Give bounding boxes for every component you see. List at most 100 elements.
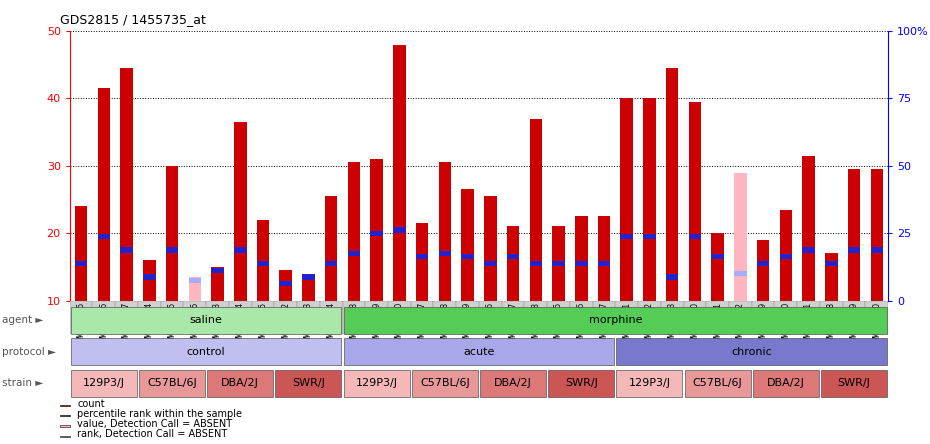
Bar (388, 301, 411, 334)
Text: 129P3/J: 129P3/J (83, 378, 125, 388)
Bar (393, 227, 405, 233)
Text: GSM187981: GSM187981 (713, 301, 723, 348)
Text: saline: saline (190, 315, 222, 325)
Text: GSM187984: GSM187984 (235, 301, 245, 348)
Text: 129P3/J: 129P3/J (629, 378, 671, 388)
Bar (189, 277, 201, 301)
Bar (688, 234, 701, 239)
Bar (711, 254, 724, 259)
Bar (320, 301, 342, 334)
Bar (552, 226, 565, 301)
Text: GSM188000: GSM188000 (872, 301, 882, 348)
Bar (143, 274, 155, 280)
FancyBboxPatch shape (549, 369, 614, 397)
Bar (575, 216, 588, 301)
Bar (803, 247, 815, 253)
Bar (279, 281, 292, 286)
FancyBboxPatch shape (344, 306, 887, 334)
Bar (211, 267, 224, 301)
Bar (616, 301, 638, 334)
Bar (644, 234, 656, 239)
Text: GSM187975: GSM187975 (167, 301, 177, 348)
Text: GSM187976: GSM187976 (191, 301, 199, 348)
Bar (484, 261, 497, 266)
Bar (620, 234, 633, 239)
Bar (644, 99, 656, 301)
FancyBboxPatch shape (275, 369, 341, 397)
Text: GSM187991: GSM187991 (804, 301, 813, 348)
Bar (74, 261, 87, 266)
Text: C57BL/6J: C57BL/6J (693, 378, 742, 388)
Bar (439, 251, 451, 256)
Text: GSM187973: GSM187973 (668, 301, 677, 348)
Bar (547, 301, 570, 334)
Bar (70, 301, 92, 334)
Bar (688, 102, 701, 301)
Text: DBA/2J: DBA/2J (767, 378, 804, 388)
Bar (461, 254, 473, 259)
Bar (138, 301, 161, 334)
FancyBboxPatch shape (617, 338, 887, 365)
FancyBboxPatch shape (412, 369, 478, 397)
Bar (120, 68, 133, 301)
Bar (751, 301, 775, 334)
Bar (797, 301, 820, 334)
Bar (348, 251, 360, 256)
Bar (779, 254, 792, 259)
Bar (257, 261, 269, 266)
Text: GSM187990: GSM187990 (781, 301, 790, 348)
Text: GSM187978: GSM187978 (440, 301, 449, 348)
Bar (638, 301, 661, 334)
Bar (870, 169, 883, 301)
Bar (575, 261, 588, 266)
Text: protocol ►: protocol ► (2, 347, 56, 357)
Bar (529, 261, 542, 266)
Text: C57BL/6J: C57BL/6J (147, 378, 197, 388)
Text: GSM187993: GSM187993 (304, 301, 313, 348)
FancyBboxPatch shape (71, 369, 137, 397)
Text: GSM187999: GSM187999 (849, 301, 858, 348)
Bar (552, 261, 565, 266)
Bar (297, 301, 320, 334)
Bar (507, 226, 519, 301)
Text: GSM187992: GSM187992 (281, 301, 290, 348)
FancyBboxPatch shape (753, 369, 818, 397)
Bar (211, 268, 224, 273)
Bar (60, 425, 70, 427)
Bar (592, 301, 616, 334)
Text: GSM187970: GSM187970 (395, 301, 404, 348)
Bar (598, 216, 610, 301)
Bar (365, 301, 388, 334)
Bar (342, 301, 365, 334)
Bar (779, 210, 792, 301)
Bar (439, 163, 451, 301)
Bar (461, 190, 473, 301)
Bar (60, 405, 70, 406)
FancyBboxPatch shape (617, 369, 683, 397)
Text: SWR/J: SWR/J (565, 378, 598, 388)
Text: GDS2815 / 1455735_at: GDS2815 / 1455735_at (60, 13, 206, 26)
Bar (666, 68, 678, 301)
Bar (161, 301, 183, 334)
Text: count: count (77, 399, 105, 409)
Bar (620, 99, 633, 301)
Bar (115, 301, 138, 334)
Bar (370, 159, 383, 301)
Bar (848, 247, 860, 253)
Bar (820, 301, 843, 334)
Bar (120, 247, 133, 253)
Bar (825, 261, 838, 266)
Text: GSM187997: GSM187997 (600, 301, 608, 348)
Text: control: control (187, 347, 225, 357)
Bar (98, 234, 110, 239)
Text: GSM187968: GSM187968 (350, 301, 358, 348)
Bar (734, 173, 747, 301)
Bar (684, 301, 706, 334)
Text: GSM187971: GSM187971 (622, 301, 631, 348)
Text: GSM187979: GSM187979 (463, 301, 472, 348)
Bar (734, 271, 747, 276)
Bar (183, 301, 206, 334)
Bar (843, 301, 866, 334)
Bar (661, 301, 684, 334)
Text: percentile rank within the sample: percentile rank within the sample (77, 409, 243, 419)
